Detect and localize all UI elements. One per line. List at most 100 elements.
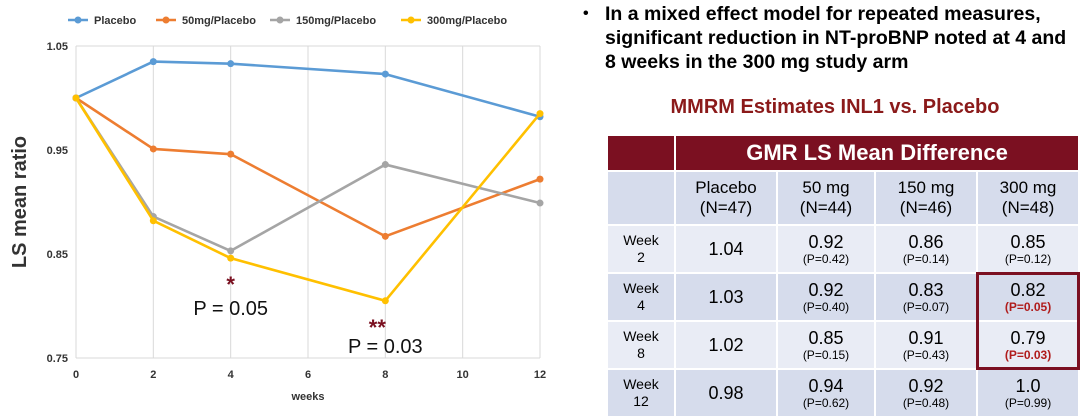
data-point bbox=[381, 70, 389, 78]
data-point bbox=[227, 247, 235, 255]
week-number: 12 bbox=[633, 393, 649, 409]
week-number: 2 bbox=[637, 249, 645, 265]
col-header-300mg: 300 mg (N=48) bbox=[975, 170, 1080, 226]
value: 0.92 bbox=[908, 375, 944, 396]
value-cell: 0.86 (P=0.14) bbox=[874, 224, 978, 274]
week-label: Week bbox=[623, 280, 659, 296]
y-tick-label: 0.85 bbox=[47, 249, 68, 261]
significance-highlight-box bbox=[976, 272, 1080, 370]
week-label: Week bbox=[623, 328, 659, 344]
p-value: (P=0.48) bbox=[902, 395, 950, 410]
y-tick-label: 0.95 bbox=[47, 145, 68, 157]
value: 0.79 bbox=[1010, 327, 1046, 348]
value: 1.04 bbox=[708, 238, 744, 259]
mmrm-table: GMR LS Mean Difference Placebo (N=47) 50 … bbox=[606, 134, 1080, 418]
p-value: (P=0.40) bbox=[802, 299, 850, 314]
col-name: Placebo bbox=[695, 178, 757, 197]
data-point bbox=[381, 161, 389, 169]
bullet-text: In a mixed effect model for repeated mea… bbox=[605, 3, 1067, 73]
value: 0.98 bbox=[708, 382, 744, 403]
table-row: Week 8 1.02 0.85 (P=0.15) 0.91 (P=0.43) 0.7… bbox=[606, 320, 1080, 370]
data-point bbox=[227, 60, 235, 68]
x-tick-label: 10 bbox=[457, 369, 469, 381]
placebo-cell: 1.04 bbox=[674, 224, 778, 274]
value-cell: 0.91 (P=0.43) bbox=[874, 320, 978, 370]
value: 1.02 bbox=[708, 334, 744, 355]
p-value: (P=0.99) bbox=[1004, 395, 1052, 410]
legend-marker bbox=[276, 16, 284, 24]
col-n: (N=48) bbox=[1001, 198, 1055, 217]
p-value: (P=0.62) bbox=[802, 395, 850, 410]
p-value-annotation: P = 0.05 bbox=[193, 298, 268, 320]
col-n: (N=44) bbox=[799, 198, 853, 217]
data-point bbox=[72, 94, 80, 102]
corner-cell bbox=[606, 170, 676, 226]
legend-marker bbox=[162, 16, 170, 24]
table-title: MMRM Estimates INL1 vs. Placebo bbox=[670, 96, 1000, 118]
p-value-significant: (P=0.03) bbox=[1004, 347, 1052, 362]
value: 0.85 bbox=[1010, 231, 1046, 252]
value: 0.86 bbox=[908, 231, 944, 252]
data-point bbox=[149, 145, 157, 153]
table-row: Week 2 1.04 0.92 (P=0.42) 0.86 (P=0.14) 0.8… bbox=[606, 224, 1080, 274]
p-value: (P=0.42) bbox=[802, 251, 850, 266]
week-number: 4 bbox=[637, 297, 645, 313]
p-value: (P=0.07) bbox=[902, 299, 950, 314]
value-cell: 0.85 (P=0.15) bbox=[776, 320, 876, 370]
p-value-annotation: P = 0.03 bbox=[348, 336, 423, 358]
significance-star: ** bbox=[369, 315, 387, 340]
value: 1.03 bbox=[708, 286, 744, 307]
placebo-cell: 0.98 bbox=[674, 368, 778, 418]
p-value: (P=0.14) bbox=[902, 251, 950, 266]
col-header-50mg: 50 mg (N=44) bbox=[776, 170, 876, 226]
x-axis-title: weeks bbox=[290, 391, 324, 403]
legend-label: 300mg/Placebo bbox=[427, 15, 507, 27]
x-tick-label: 12 bbox=[534, 369, 546, 381]
data-point bbox=[149, 58, 157, 66]
p-value-significant: (P=0.05) bbox=[1004, 299, 1052, 314]
table-row: Week 12 0.98 0.94 (P=0.62) 0.92 (P=0.48) 1.… bbox=[606, 368, 1080, 418]
value-cell: 1.0 (P=0.99) bbox=[975, 368, 1080, 418]
week-cell: Week 4 bbox=[606, 272, 676, 322]
col-header-150mg: 150 mg (N=46) bbox=[874, 170, 978, 226]
legend-marker bbox=[74, 16, 82, 24]
week-cell: Week 12 bbox=[606, 368, 676, 418]
week-number: 8 bbox=[637, 345, 645, 361]
value: 0.92 bbox=[808, 231, 844, 252]
legend-label: 150mg/Placebo bbox=[296, 15, 376, 27]
data-point bbox=[227, 254, 235, 262]
x-tick-label: 6 bbox=[305, 369, 311, 381]
value: 0.82 bbox=[1010, 279, 1046, 300]
value-cell: 0.92 (P=0.42) bbox=[776, 224, 876, 274]
value: 0.91 bbox=[908, 327, 944, 348]
legend-label: Placebo bbox=[94, 15, 136, 27]
value: 0.92 bbox=[808, 279, 844, 300]
value-cell: 0.94 (P=0.62) bbox=[776, 368, 876, 418]
value-cell-significant: 0.79 (P=0.03) bbox=[975, 320, 1080, 370]
data-point bbox=[536, 110, 544, 118]
data-point bbox=[381, 232, 389, 240]
table-header: GMR LS Mean Difference bbox=[673, 134, 1080, 172]
y-tick-label: 0.75 bbox=[47, 353, 68, 365]
week-cell: Week 2 bbox=[606, 224, 676, 274]
col-n: (N=47) bbox=[699, 198, 753, 217]
line-chart: 0 2 4 6 8 10 12 0.75 0.85 0.95 1.05 weeks LS mean ra… bbox=[9, 15, 546, 403]
value-cell: 0.85 (P=0.12) bbox=[975, 224, 1080, 274]
value: 0.94 bbox=[808, 375, 844, 396]
legend-marker bbox=[407, 16, 415, 24]
data-point bbox=[381, 297, 389, 305]
col-n: (N=46) bbox=[899, 198, 953, 217]
table-row: Week 4 1.03 0.92 (P=0.40) 0.83 (P=0.07) 0.8… bbox=[606, 272, 1080, 322]
col-name: 300 mg bbox=[999, 178, 1057, 197]
col-name: 150 mg bbox=[897, 178, 955, 197]
p-value: (P=0.12) bbox=[1004, 251, 1052, 266]
data-point bbox=[536, 175, 544, 183]
data-point bbox=[149, 217, 157, 225]
col-header-placebo: Placebo (N=47) bbox=[674, 170, 778, 226]
y-tick-label: 1.05 bbox=[47, 41, 68, 53]
placebo-cell: 1.02 bbox=[674, 320, 778, 370]
value-cell: 0.92 (P=0.40) bbox=[776, 272, 876, 322]
x-tick-label: 4 bbox=[228, 369, 235, 381]
week-label: Week bbox=[623, 376, 659, 392]
value: 0.83 bbox=[908, 279, 944, 300]
